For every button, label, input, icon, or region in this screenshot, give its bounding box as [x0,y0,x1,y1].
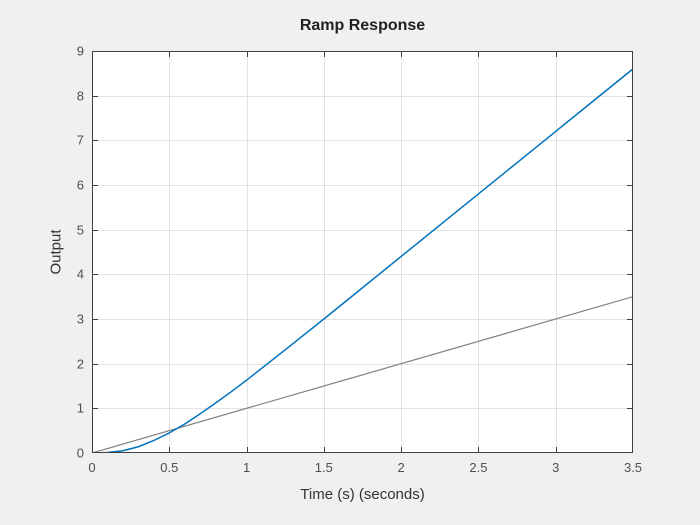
series-ramp-input-reference [92,296,633,453]
y-tick-label: 8 [76,88,84,104]
x-axis-label: Time (s) (seconds) [300,486,425,503]
x-tick-label: 1.5 [314,460,333,475]
y-tick-label: 7 [76,132,84,148]
x-tick-label: 0 [88,460,96,475]
y-tick-label: 6 [76,177,84,193]
y-tick-label: 9 [76,43,84,59]
y-tick-label: 1 [76,400,84,416]
x-tick-label: 2.5 [469,460,488,475]
y-tick-label: 0 [76,445,84,461]
plot-canvas [92,51,633,453]
x-tick-label: 3 [552,460,560,475]
x-tick-label: 2 [397,460,405,475]
y-tick-label: 5 [76,222,84,238]
x-tick-label: 1 [242,460,251,475]
x-tick-label: 3.5 [623,460,643,475]
y-tick-label: 3 [76,311,84,327]
axes-box-border [92,51,633,453]
y-tick-label: 2 [76,356,84,372]
plot-area [92,51,633,453]
chart-title: Ramp Response [299,17,426,34]
y-tick-label: 4 [76,266,84,282]
series-ramp-response-output [92,68,633,453]
x-tick-label: 0.5 [160,460,179,475]
